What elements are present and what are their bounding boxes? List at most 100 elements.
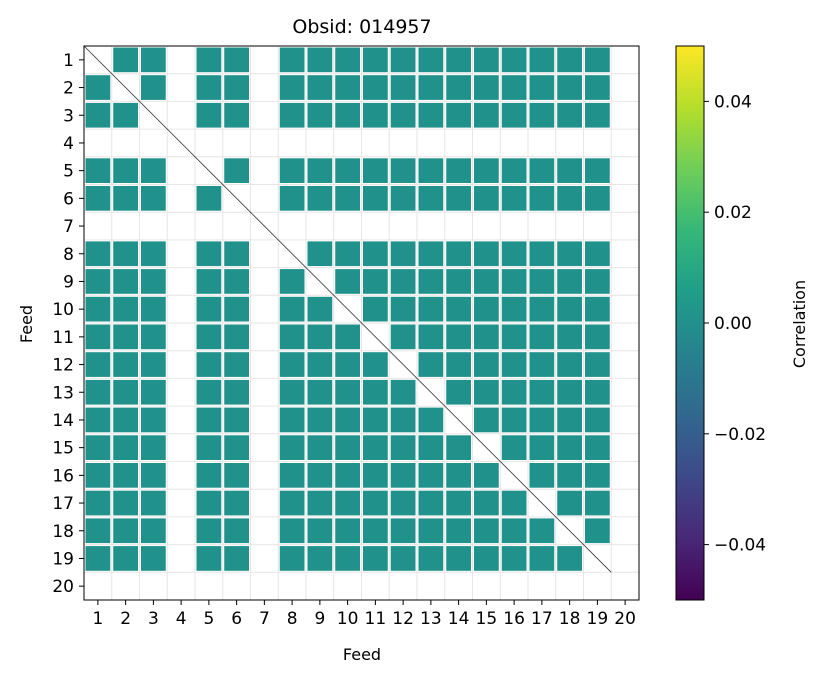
heatmap-cell (446, 490, 471, 516)
heatmap-cell (224, 463, 249, 488)
heatmap-cell (141, 324, 166, 350)
heatmap-cell (279, 435, 305, 460)
heatmap-cell (141, 435, 166, 460)
heatmap-cell (446, 379, 471, 405)
colorbar-gradient (676, 46, 704, 600)
heatmap-cell (363, 379, 388, 405)
heatmap-cell (529, 75, 555, 100)
heatmap-cell (85, 102, 111, 128)
diagonal-line (83, 45, 612, 573)
x-tick-label: 14 (448, 609, 470, 629)
heatmap-cell (529, 296, 555, 322)
heatmap-cell (307, 546, 333, 571)
heatmap-cell (335, 518, 360, 544)
heatmap-cell (307, 352, 333, 377)
heatmap-cell (446, 435, 471, 460)
heatmap-cell (335, 241, 360, 267)
heatmap-cell (85, 269, 111, 294)
heatmap-cell (196, 324, 222, 350)
heatmap-cell (585, 490, 610, 516)
heatmap-cell (446, 47, 471, 73)
heatmap-cell (335, 490, 360, 516)
heatmap-cell (279, 296, 305, 322)
heatmap-cell (224, 47, 249, 73)
heatmap-cell (446, 518, 471, 544)
heatmap-cell (224, 352, 249, 377)
heatmap-cell (113, 546, 138, 571)
heatmap-cell (363, 186, 388, 211)
heatmap-cell (529, 546, 555, 571)
heatmap-cell (418, 75, 444, 100)
heatmap-cell (474, 324, 499, 350)
heatmap-cell (85, 435, 111, 460)
heatmap-cell (418, 546, 444, 571)
heatmap-cell (196, 102, 222, 128)
heatmap-cell (501, 352, 527, 377)
heatmap-cell (390, 47, 416, 73)
heatmap-cell (474, 241, 499, 267)
heatmap-cell (390, 463, 416, 488)
heatmap-cell (307, 186, 333, 211)
heatmap-cell (113, 407, 138, 433)
heatmap-cell (224, 241, 249, 267)
heatmap-cell (418, 186, 444, 211)
heatmap-cell (501, 490, 527, 516)
y-tick-label: 8 (63, 245, 74, 265)
colorbar-label: Correlation (790, 280, 809, 368)
heatmap-cell (585, 435, 610, 460)
heatmap-cell (474, 186, 499, 211)
heatmap-diagonal (83, 45, 612, 573)
heatmap-cell (279, 518, 305, 544)
heatmap-cell (85, 407, 111, 433)
heatmap-cell (585, 186, 610, 211)
heatmap-cell (557, 490, 582, 516)
y-tick-label: 20 (52, 577, 74, 597)
heatmap-cell (446, 186, 471, 211)
heatmap-cell (279, 186, 305, 211)
heatmap-cell (446, 546, 471, 571)
heatmap-cell (363, 352, 388, 377)
heatmap-cell (390, 186, 416, 211)
heatmap-cell (113, 102, 138, 128)
heatmap-cell (113, 379, 138, 405)
heatmap-cell (196, 186, 222, 211)
heatmap-cell (585, 102, 610, 128)
heatmap-cell (224, 296, 249, 322)
y-tick-label: 19 (52, 549, 74, 569)
colorbar-tick-label: 0.04 (714, 92, 752, 112)
heatmap-cell (224, 490, 249, 516)
heatmap-cell (363, 435, 388, 460)
heatmap-cell (196, 269, 222, 294)
heatmap-cell (585, 296, 610, 322)
heatmap-cell (85, 324, 111, 350)
y-tick-label: 6 (63, 189, 74, 209)
heatmap-cell (141, 518, 166, 544)
heatmap-cell (85, 518, 111, 544)
heatmap-cell (418, 47, 444, 73)
plot-frame (83, 45, 640, 601)
heatmap-cell (335, 102, 360, 128)
heatmap-cell (446, 463, 471, 488)
x-tick-label: 7 (259, 609, 270, 629)
heatmap-cell (418, 490, 444, 516)
x-tick-label: 8 (287, 609, 298, 629)
y-tick-label: 14 (52, 411, 74, 431)
heatmap-cell (279, 269, 305, 294)
heatmap-cell (85, 490, 111, 516)
heatmap-cell (418, 102, 444, 128)
heatmap (83, 45, 640, 601)
heatmap-cell (279, 490, 305, 516)
heatmap-cell (335, 75, 360, 100)
heatmap-cell (585, 158, 610, 183)
heatmap-cell (224, 75, 249, 100)
heatmap-cell (557, 296, 582, 322)
heatmap-cell (557, 352, 582, 377)
heatmap-cell (363, 158, 388, 183)
heatmap-cell (224, 546, 249, 571)
heatmap-cell (474, 269, 499, 294)
heatmap-cell (363, 241, 388, 267)
heatmap-cell (474, 379, 499, 405)
heatmap-cell (307, 463, 333, 488)
heatmap-cell (279, 546, 305, 571)
heatmap-cell (585, 352, 610, 377)
